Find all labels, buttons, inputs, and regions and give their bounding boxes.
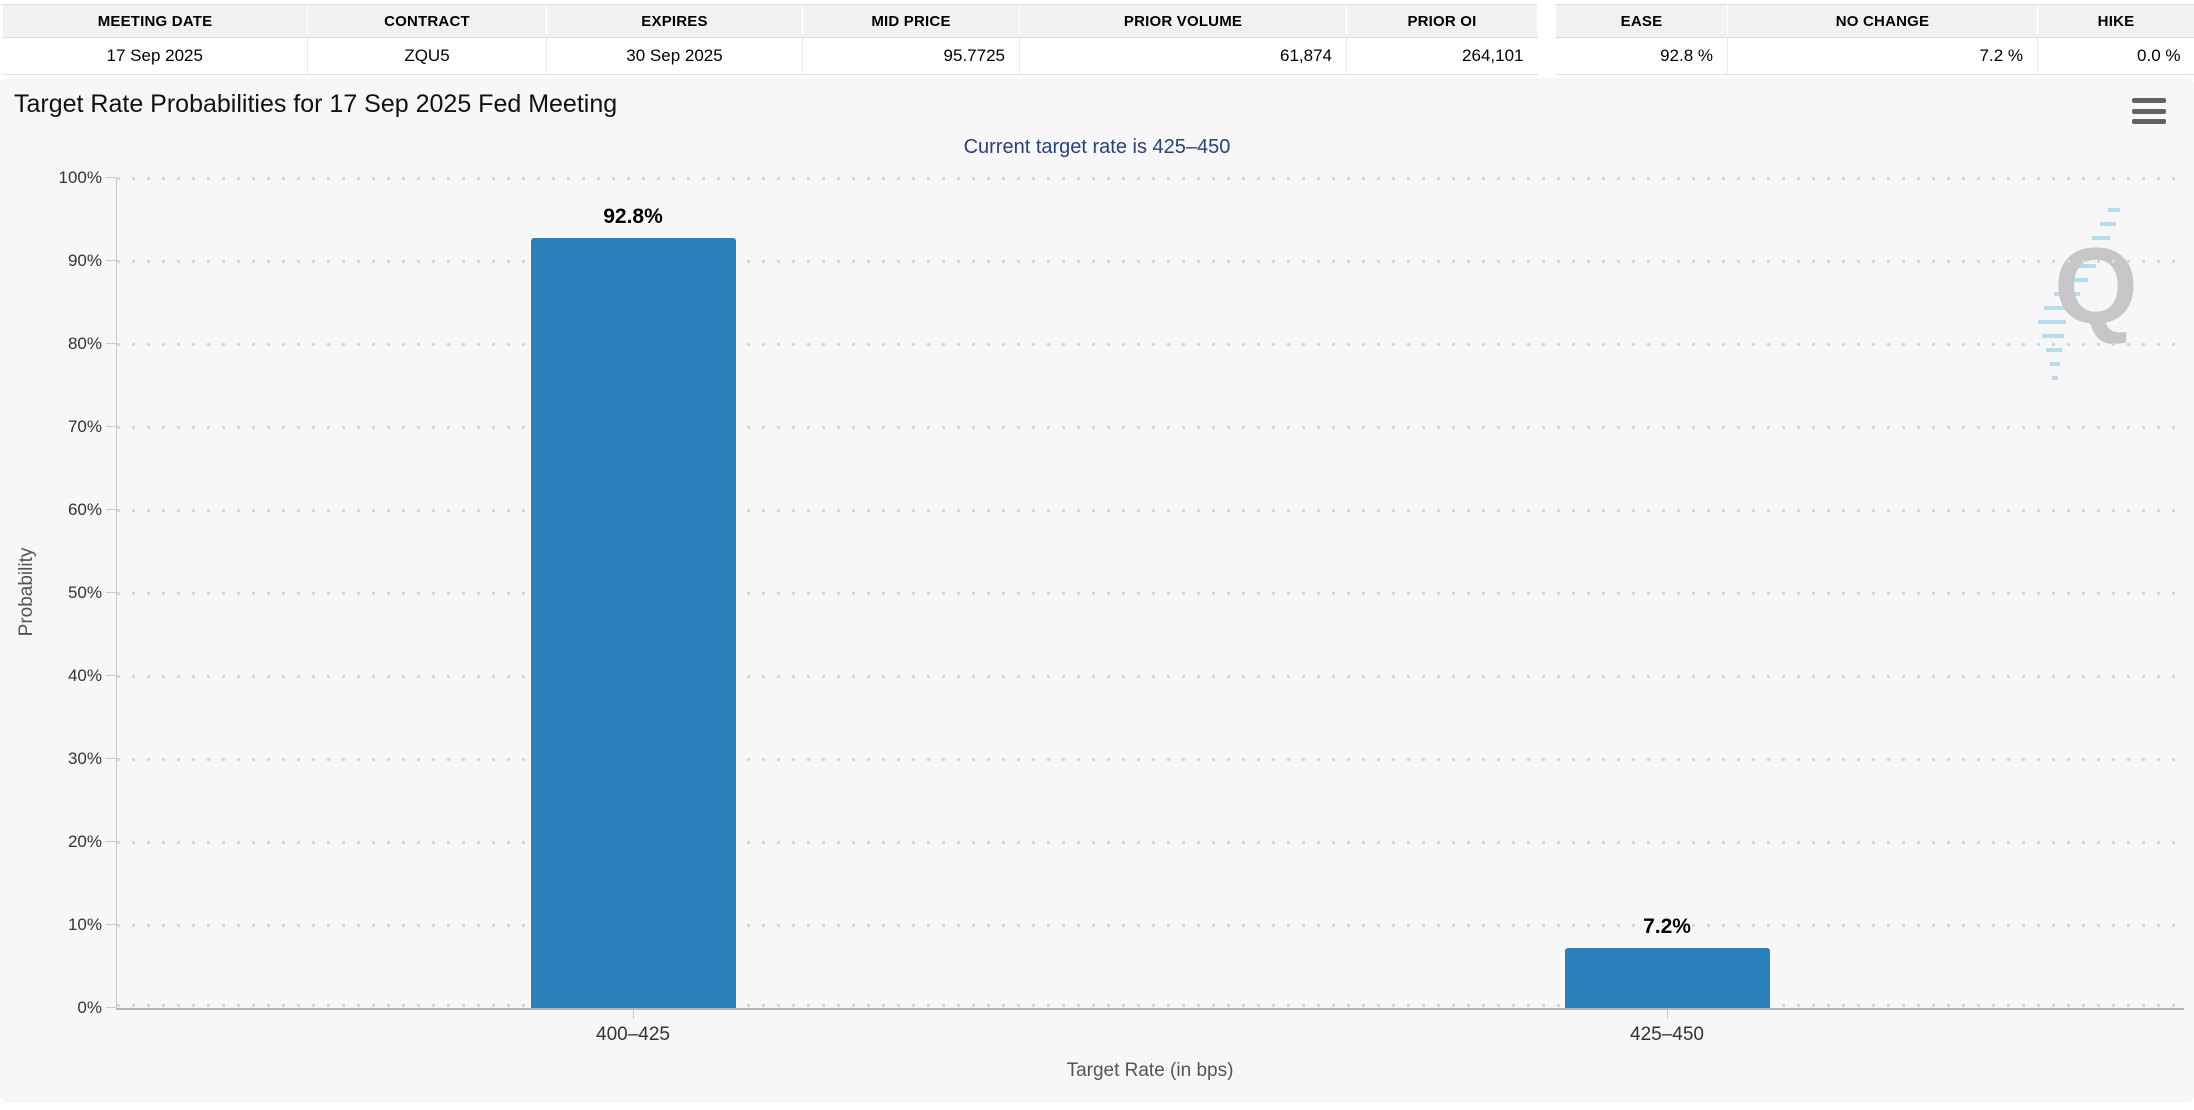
y-gridline bbox=[117, 675, 2184, 678]
col-header-meeting-date: MEETING DATE bbox=[2, 4, 308, 38]
hamburger-bar bbox=[2132, 119, 2166, 124]
hike-value: 0.0 % bbox=[2037, 37, 2194, 75]
probability-table-header-row: EASE NO CHANGE HIKE bbox=[1555, 4, 2194, 38]
probability-bar[interactable] bbox=[1564, 948, 1770, 1008]
mid-price-value: 95.7725 bbox=[802, 37, 1020, 75]
chart-subtitle: Current target rate is 425–450 bbox=[963, 136, 1231, 158]
bar-data-label: 7.2% bbox=[1643, 915, 1691, 939]
y-axis-tick bbox=[106, 509, 116, 510]
y-axis-tick-label: 60% bbox=[67, 500, 102, 519]
probability-table-row: 92.8 % 7.2 % 0.0 % bbox=[1555, 37, 2194, 75]
contract-table-row: 17 Sep 2025 ZQU5 30 Sep 2025 95.7725 61,… bbox=[2, 37, 1538, 75]
col-header-mid-price: MID PRICE bbox=[802, 4, 1020, 38]
bar-data-label: 92.8% bbox=[603, 204, 663, 228]
contract-table-header-row: MEETING DATE CONTRACT EXPIRES MID PRICE … bbox=[2, 4, 1538, 38]
y-gridline bbox=[117, 343, 2184, 346]
meeting-date-value: 17 Sep 2025 bbox=[2, 37, 308, 75]
y-axis-tick bbox=[106, 343, 116, 344]
col-header-no-change: NO CHANGE bbox=[1727, 4, 2038, 38]
x-axis-title: Target Rate (in bps) bbox=[1066, 1060, 1234, 1081]
y-gridline bbox=[117, 260, 2184, 263]
y-axis-tick-label: 100% bbox=[58, 168, 102, 187]
y-gridline bbox=[117, 177, 2184, 180]
y-axis-tick-label: 70% bbox=[67, 417, 102, 436]
y-axis-tick-label: 40% bbox=[67, 666, 102, 685]
no-change-value: 7.2 % bbox=[1727, 37, 2038, 75]
chart-title: Target Rate Probabilities for 17 Sep 202… bbox=[14, 90, 618, 118]
y-gridline bbox=[117, 509, 2184, 512]
x-axis-tick bbox=[633, 1010, 634, 1019]
prior-volume-value: 61,874 bbox=[1019, 37, 1347, 75]
plot-area: 0% 10% 20% 30% 40% 50% 60% 70% 80% 90% 100% 92.8% 40… bbox=[0, 78, 2194, 1103]
x-axis-category-label: 425–450 bbox=[1630, 1024, 1704, 1045]
y-axis-tick-label: 0% bbox=[77, 998, 102, 1017]
x-axis-category-label: 400–425 bbox=[596, 1024, 670, 1045]
col-header-hike: HIKE bbox=[2037, 4, 2194, 38]
y-gridline bbox=[117, 426, 2184, 429]
probability-table: EASE NO CHANGE HIKE 92.8 % 7.2 % 0.0 % bbox=[1555, 4, 2194, 75]
y-gridline bbox=[117, 758, 2184, 761]
contract-table: MEETING DATE CONTRACT EXPIRES MID PRICE … bbox=[2, 4, 1538, 75]
y-axis-tick-label: 80% bbox=[67, 334, 102, 353]
quikstrike-watermark: Q bbox=[2016, 196, 2146, 396]
y-axis-tick bbox=[106, 260, 116, 261]
y-axis-tick-label: 30% bbox=[67, 749, 102, 768]
y-axis-tick-label: 10% bbox=[67, 915, 102, 934]
y-axis-tick bbox=[106, 758, 116, 759]
y-axis-tick bbox=[106, 841, 116, 842]
contract-value: ZQU5 bbox=[307, 37, 547, 75]
probability-bar[interactable] bbox=[530, 237, 736, 1008]
y-axis-tick bbox=[106, 177, 116, 178]
y-axis-tick bbox=[106, 924, 116, 925]
y-axis-tick bbox=[106, 675, 116, 676]
col-header-ease: EASE bbox=[1555, 4, 1728, 38]
hamburger-bar bbox=[2132, 108, 2166, 114]
hamburger-bar bbox=[2132, 98, 2166, 103]
y-axis-line bbox=[116, 178, 117, 1008]
y-gridline bbox=[117, 592, 2184, 595]
x-axis-line bbox=[116, 1008, 2184, 1010]
y-gridline bbox=[117, 841, 2184, 844]
y-axis-tick-label: 20% bbox=[67, 832, 102, 851]
quikstrike-q-logo: Q bbox=[2053, 225, 2138, 346]
expires-value: 30 Sep 2025 bbox=[546, 37, 803, 75]
y-axis-tick bbox=[106, 426, 116, 427]
col-header-prior-oi: PRIOR OI bbox=[1346, 4, 1538, 38]
prior-oi-value: 264,101 bbox=[1346, 37, 1538, 75]
quikstrike-lightning-icon bbox=[2038, 208, 2120, 380]
y-gridline bbox=[117, 1004, 2184, 1007]
y-axis-title: Probability bbox=[16, 547, 37, 637]
y-gridline bbox=[117, 924, 2184, 927]
y-axis-tick-label: 90% bbox=[67, 251, 102, 270]
ease-value: 92.8 % bbox=[1555, 37, 1728, 75]
col-header-contract: CONTRACT bbox=[307, 4, 547, 38]
y-axis-tick bbox=[106, 592, 116, 593]
col-header-expires: EXPIRES bbox=[546, 4, 803, 38]
x-axis-tick bbox=[1667, 1010, 1668, 1019]
col-header-prior-volume: PRIOR VOLUME bbox=[1019, 4, 1347, 38]
fed-meeting-probability-chart: Target Rate Probabilities for 17 Sep 202… bbox=[0, 78, 2194, 1103]
chart-context-menu-icon[interactable] bbox=[2132, 98, 2166, 124]
y-axis-tick-label: 50% bbox=[67, 583, 102, 602]
y-axis-tick bbox=[106, 1007, 116, 1008]
